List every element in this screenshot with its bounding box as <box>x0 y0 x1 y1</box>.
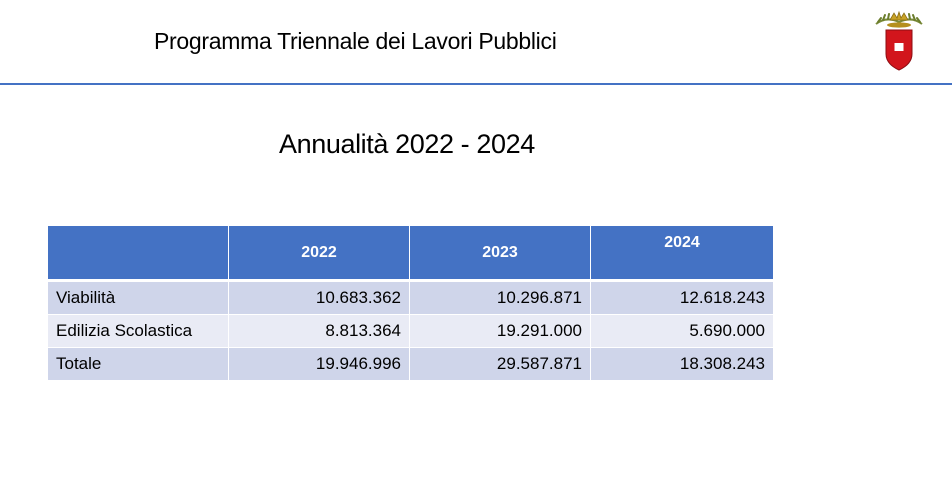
table-row: Edilizia Scolastica 8.813.364 19.291.000… <box>48 315 773 348</box>
cell-value: 5.690.000 <box>591 315 773 348</box>
budget-table: 2022 2023 2024 Viabilità 10.683.362 10.2… <box>48 226 773 381</box>
column-header-2023: 2023 <box>410 226 591 282</box>
cell-value: 18.308.243 <box>591 348 773 381</box>
cell-value: 29.587.871 <box>410 348 591 381</box>
row-label-viabilita: Viabilità <box>48 282 229 315</box>
table-row: Totale 19.946.996 29.587.871 18.308.243 <box>48 348 773 381</box>
cell-value: 10.683.362 <box>229 282 410 315</box>
column-header-2022: 2022 <box>229 226 410 282</box>
page-title: Programma Triennale dei Lavori Pubblici <box>154 28 557 54</box>
header-divider <box>0 83 952 85</box>
cell-value: 19.291.000 <box>410 315 591 348</box>
column-header-category <box>48 226 229 282</box>
row-label-totale: Totale <box>48 348 229 381</box>
cell-value: 12.618.243 <box>591 282 773 315</box>
crowned-shield-icon <box>875 10 923 71</box>
column-header-2024: 2024 <box>591 226 773 282</box>
cell-value: 8.813.364 <box>229 315 410 348</box>
table-header-row: 2022 2023 2024 <box>48 226 773 282</box>
cell-value: 10.296.871 <box>410 282 591 315</box>
cell-value: 19.946.996 <box>229 348 410 381</box>
table-row: Viabilità 10.683.362 10.296.871 12.618.2… <box>48 282 773 315</box>
section-subtitle: Annualità 2022 - 2024 <box>279 129 535 159</box>
row-label-edilizia-scolastica: Edilizia Scolastica <box>48 315 229 348</box>
